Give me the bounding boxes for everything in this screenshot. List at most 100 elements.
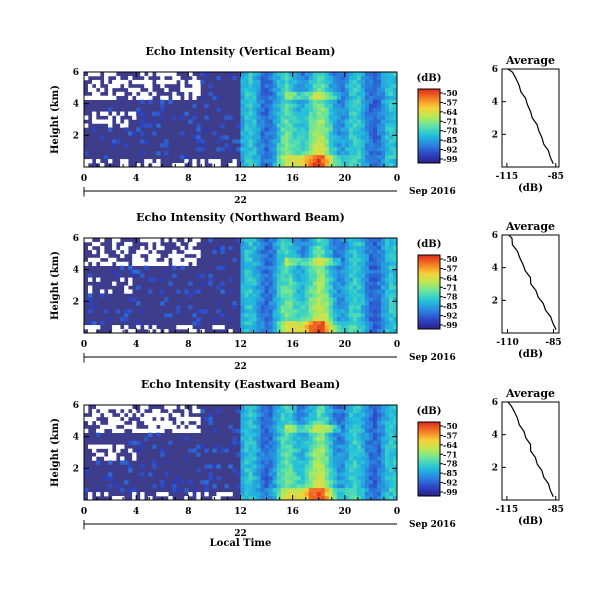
echo-cell — [264, 253, 269, 259]
echo-cell — [264, 265, 269, 270]
echo-cell — [364, 277, 370, 282]
echo-cell — [268, 99, 273, 104]
echo-cell — [228, 289, 233, 294]
echo-cell — [148, 329, 153, 334]
echo-cell — [296, 424, 301, 430]
echo-cell — [140, 111, 145, 116]
echo-cell — [376, 95, 382, 101]
echo-cell — [352, 281, 358, 286]
echo-cell — [264, 416, 269, 422]
echo-cell — [276, 123, 281, 128]
echo-cell — [392, 428, 398, 434]
echo-cell — [324, 163, 330, 168]
echo-cell — [276, 317, 281, 322]
echo-cell — [324, 476, 330, 481]
echo-cell — [332, 297, 338, 302]
echo-cell — [372, 277, 378, 282]
echo-cell — [264, 147, 269, 152]
echo-cell — [308, 408, 314, 414]
echo-cell — [388, 301, 394, 306]
echo-cell — [388, 329, 394, 334]
echo-cell — [148, 496, 153, 501]
echo-cell — [144, 238, 149, 243]
echo-cell — [340, 452, 346, 457]
echo-cell — [192, 261, 197, 267]
echo-cell — [292, 480, 297, 485]
echo-cell — [264, 123, 269, 128]
echo-cell — [116, 329, 121, 334]
echo-cell — [284, 412, 289, 418]
echo-cell — [184, 436, 189, 441]
echo-cell — [248, 488, 253, 493]
echo-cell — [340, 261, 346, 267]
echo-cell — [108, 456, 113, 461]
echo-cell — [356, 115, 362, 120]
echo-cell — [392, 123, 398, 128]
echo-cell — [288, 159, 293, 164]
echo-cell — [384, 405, 390, 410]
echo-cell — [368, 115, 374, 120]
echo-cell — [384, 460, 390, 465]
echo-cell — [256, 297, 261, 302]
echo-cell — [368, 99, 374, 104]
echo-cell — [272, 436, 277, 441]
echo-cell — [280, 329, 285, 334]
echo-cell — [348, 317, 354, 322]
echo-cell — [348, 452, 354, 457]
echo-cell — [128, 265, 133, 270]
echo-cell — [264, 405, 269, 410]
echo-cell — [280, 436, 285, 441]
echo-cell — [392, 261, 398, 267]
echo-cell — [308, 127, 314, 132]
echo-cell — [252, 496, 257, 501]
echo-cell — [372, 313, 378, 318]
echo-cell — [256, 309, 261, 314]
echo-cell — [336, 480, 342, 485]
echo-cell — [160, 245, 165, 251]
echo-cell — [308, 325, 314, 330]
echo-cell — [312, 249, 318, 255]
echo-cell — [356, 273, 362, 278]
x-tick-label: 0 — [81, 507, 87, 517]
echo-cell — [340, 496, 346, 501]
echo-cell — [392, 480, 398, 485]
echo-cell — [108, 87, 113, 93]
echo-cell — [328, 492, 334, 497]
echo-cell — [308, 444, 314, 449]
echo-cell — [320, 269, 326, 274]
echo-cell — [364, 115, 370, 120]
echo-cell — [100, 95, 105, 101]
echo-cell — [284, 83, 289, 89]
echo-cell — [256, 107, 261, 112]
colorbar-segment — [418, 321, 440, 324]
echo-cell — [348, 313, 354, 318]
echo-cell — [208, 83, 213, 89]
echo-cell — [308, 159, 314, 164]
echo-cell — [240, 103, 245, 108]
echo-cell — [248, 83, 253, 89]
echo-cell — [264, 281, 269, 286]
echo-cell — [188, 329, 193, 334]
echo-cell — [284, 131, 289, 136]
echo-cell — [288, 269, 293, 274]
echo-cell — [280, 87, 285, 93]
echo-cell — [348, 456, 354, 461]
echo-cell — [276, 416, 281, 422]
echo-cell — [392, 484, 398, 489]
echo-cell — [316, 289, 322, 294]
echo-cell — [332, 119, 338, 124]
echo-cell — [96, 325, 101, 330]
echo-cell — [296, 269, 301, 274]
y-tick-label: 4 — [73, 266, 79, 276]
echo-cell — [332, 123, 338, 128]
echo-cell — [364, 416, 370, 422]
echo-cell — [264, 448, 269, 453]
echo-cell — [152, 249, 157, 255]
echo-cell — [272, 313, 277, 318]
echo-cell — [192, 159, 197, 164]
echo-cell — [388, 321, 394, 326]
echo-cell — [292, 448, 297, 453]
echo-cell — [340, 143, 346, 148]
echo-cell — [332, 147, 338, 152]
echo-cell — [304, 75, 310, 81]
